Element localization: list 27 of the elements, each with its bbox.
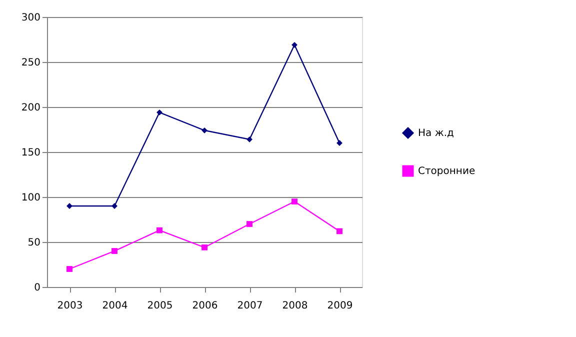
point [202,127,208,134]
y-tick-label: 50 [28,238,40,248]
point [246,221,252,227]
x-tick-label: 2005 [147,300,173,312]
point [112,248,118,254]
point [156,227,162,234]
x-tick-label: 2003 [57,300,83,312]
point [66,266,72,272]
x-tick-label: 2007 [237,300,263,312]
point [202,244,208,250]
legend-label: Сторонние [418,166,476,177]
y-tick-label: 100 [21,192,40,204]
point [292,42,298,48]
y-tick-label: 200 [21,102,40,114]
y-tick-label: 250 [21,58,40,68]
point [246,136,252,142]
x-tick-label: 2008 [282,300,308,312]
legend-label: На ж.д [418,128,454,139]
y-tick-label: 0 [34,282,40,294]
x-tick-label: 2009 [327,300,353,312]
y-tick-label: 150 [21,148,40,158]
x-tick-label: 2004 [102,300,128,312]
point [292,198,298,204]
point [156,109,162,116]
y-tick-label: 300 [21,12,40,24]
x-tick-label: 2006 [192,300,218,312]
point [336,228,342,234]
